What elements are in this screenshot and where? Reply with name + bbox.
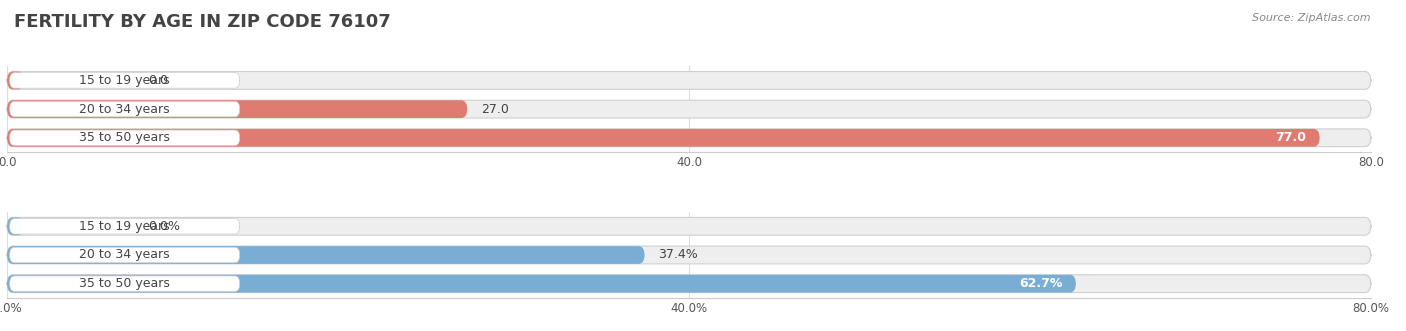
FancyBboxPatch shape (7, 129, 1371, 147)
Text: 35 to 50 years: 35 to 50 years (79, 277, 170, 290)
Text: 20 to 34 years: 20 to 34 years (79, 249, 170, 261)
FancyBboxPatch shape (10, 276, 240, 291)
FancyBboxPatch shape (7, 100, 467, 118)
FancyBboxPatch shape (10, 218, 240, 234)
Text: 37.4%: 37.4% (658, 249, 697, 261)
FancyBboxPatch shape (7, 246, 644, 264)
FancyBboxPatch shape (10, 73, 240, 88)
FancyBboxPatch shape (10, 247, 240, 263)
FancyBboxPatch shape (7, 246, 1371, 264)
FancyBboxPatch shape (7, 217, 24, 235)
Text: Source: ZipAtlas.com: Source: ZipAtlas.com (1253, 13, 1371, 23)
FancyBboxPatch shape (10, 130, 240, 146)
FancyBboxPatch shape (7, 275, 1371, 293)
Text: 77.0: 77.0 (1275, 131, 1306, 144)
Text: 15 to 19 years: 15 to 19 years (79, 74, 170, 87)
FancyBboxPatch shape (7, 217, 1371, 235)
FancyBboxPatch shape (7, 275, 1076, 293)
Text: 0.0: 0.0 (149, 74, 169, 87)
FancyBboxPatch shape (7, 129, 1320, 147)
Text: 15 to 19 years: 15 to 19 years (79, 220, 170, 233)
Text: 27.0: 27.0 (481, 103, 509, 116)
Text: 35 to 50 years: 35 to 50 years (79, 131, 170, 144)
Text: 0.0%: 0.0% (149, 220, 180, 233)
Text: 20 to 34 years: 20 to 34 years (79, 103, 170, 116)
FancyBboxPatch shape (7, 71, 24, 89)
Text: 62.7%: 62.7% (1019, 277, 1063, 290)
FancyBboxPatch shape (7, 100, 1371, 118)
FancyBboxPatch shape (7, 71, 1371, 89)
Text: FERTILITY BY AGE IN ZIP CODE 76107: FERTILITY BY AGE IN ZIP CODE 76107 (14, 13, 391, 31)
FancyBboxPatch shape (10, 101, 240, 117)
